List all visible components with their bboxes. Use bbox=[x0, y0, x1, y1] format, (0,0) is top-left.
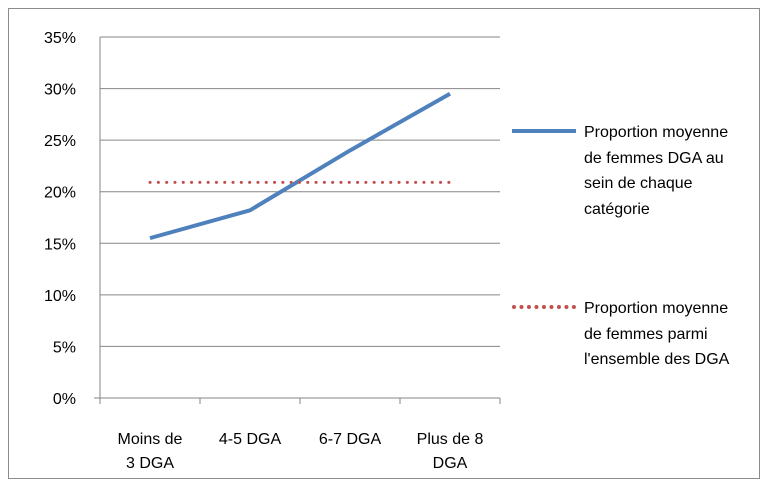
y-tick-label: 30% bbox=[44, 82, 76, 99]
x-tick-label: 4-5 DGA bbox=[219, 431, 282, 448]
legend-item-series-1: Proportion moyenne de femmes DGA au sein… bbox=[512, 120, 752, 296]
x-tick-label: 3 DGA bbox=[126, 455, 174, 472]
y-tick-label: 35% bbox=[44, 30, 76, 47]
legend-swatch-series-1 bbox=[512, 129, 576, 133]
x-tick-label: Plus de 8 bbox=[417, 431, 484, 448]
y-tick-label: 25% bbox=[44, 133, 76, 150]
y-tick-label: 20% bbox=[44, 185, 76, 202]
x-tick-label: DGA bbox=[433, 455, 468, 472]
y-tick-label: 10% bbox=[44, 288, 76, 305]
legend-label-series-1: Proportion moyenne de femmes DGA au sein… bbox=[584, 124, 729, 218]
y-tick-label: 0% bbox=[53, 391, 76, 408]
legend: Proportion moyenne de femmes DGA au sein… bbox=[512, 120, 752, 368]
y-tick-label: 15% bbox=[44, 236, 76, 253]
x-tick-label: 6-7 DGA bbox=[319, 431, 382, 448]
series-line-1 bbox=[149, 91, 451, 241]
legend-label-series-2: Proportion moyenne de femmes parmi l'ens… bbox=[584, 300, 730, 368]
legend-swatch-series-2 bbox=[512, 305, 576, 309]
y-tick-label: 5% bbox=[53, 339, 76, 356]
x-tick-label: Moins de bbox=[118, 431, 183, 448]
